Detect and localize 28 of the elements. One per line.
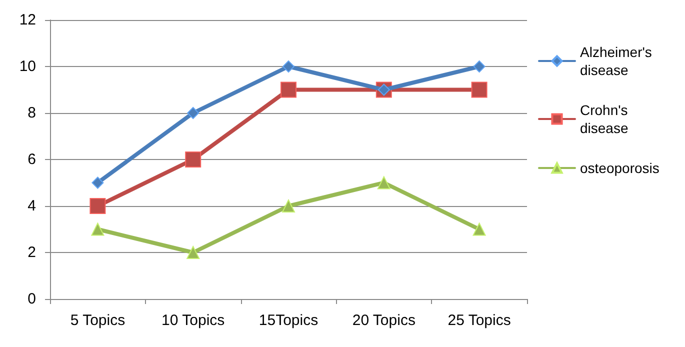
y-tick-label: 4 — [28, 198, 36, 214]
x-tick-label: 10 Topics — [162, 312, 225, 329]
point — [282, 200, 295, 212]
point — [186, 246, 200, 259]
point — [280, 82, 296, 98]
point — [472, 222, 486, 236]
point — [91, 222, 104, 236]
point — [377, 176, 390, 190]
y-tick-label: 6 — [28, 151, 36, 168]
point — [92, 176, 104, 189]
point — [185, 152, 202, 168]
legend-label: Crohn's disease — [580, 102, 632, 136]
x-tick-label: 25 Topics — [448, 312, 511, 329]
point — [187, 107, 200, 119]
legend-label: Alzheimer's disease — [580, 44, 656, 78]
y-tick-label: 12 — [19, 12, 36, 28]
point — [473, 60, 486, 72]
point — [282, 60, 294, 72]
y-tick-label: 10 — [19, 58, 36, 75]
y-tick-label: 2 — [28, 244, 36, 261]
y-tick-label: 8 — [28, 104, 36, 122]
x-tick-label: 20 Topics — [352, 312, 416, 329]
point — [471, 82, 488, 98]
legend-label: osteoporosis — [580, 160, 660, 176]
point — [90, 198, 106, 214]
x-tick-label: 15Topics — [258, 312, 318, 329]
x-tick-label: 5 Topics — [70, 312, 126, 329]
y-tick-label: 0 — [28, 290, 36, 308]
